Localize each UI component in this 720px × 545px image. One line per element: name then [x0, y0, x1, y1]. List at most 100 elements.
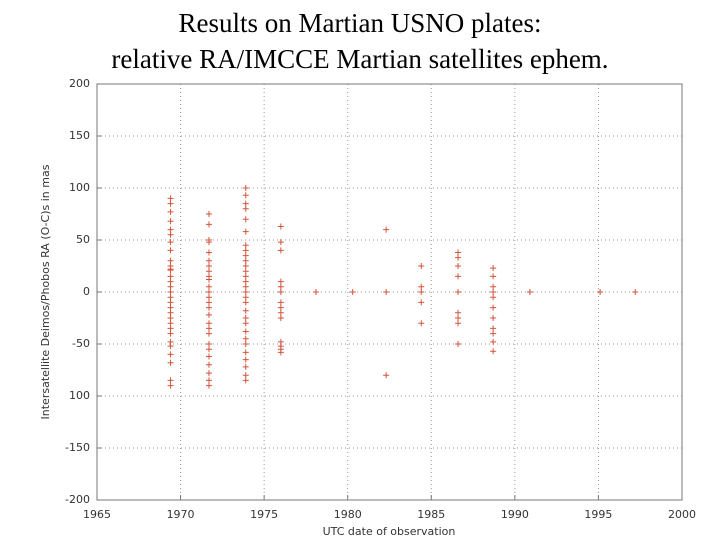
data-point [242, 289, 249, 295]
data-point [205, 294, 212, 301]
data-point [167, 200, 174, 207]
x-tick-label: 1965 [83, 508, 111, 521]
data-point [490, 348, 497, 355]
data-point [242, 216, 249, 223]
data-point [167, 359, 174, 366]
data-point [242, 328, 249, 335]
data-point [490, 330, 497, 337]
data-point [167, 247, 174, 254]
data-point [167, 195, 174, 202]
data-point [455, 254, 462, 261]
data-point [167, 299, 174, 306]
data-point [205, 289, 212, 295]
data-point [242, 377, 249, 384]
x-tick-label: 2000 [668, 508, 696, 521]
data-point [242, 356, 249, 363]
data-point [242, 372, 249, 379]
data-point [242, 278, 249, 285]
data-point [167, 377, 174, 384]
data-point [167, 320, 174, 327]
data-point [312, 289, 319, 295]
data-point [205, 299, 212, 306]
chart-subtitle: relative RA/IMCCE Martian satellites eph… [111, 44, 608, 74]
data-point [418, 263, 425, 269]
data-point [242, 349, 249, 356]
data-point [205, 370, 212, 377]
data-point [167, 351, 174, 358]
data-point [242, 268, 249, 275]
x-tick-label: 1995 [584, 508, 612, 521]
data-point [490, 315, 497, 321]
data-point [242, 315, 249, 321]
data-point [167, 218, 174, 225]
data-point [167, 382, 174, 389]
data-point [490, 283, 497, 290]
data-point [167, 267, 174, 274]
y-axis-label: Intersatellite Deimos/Phobos RA (O-C)s i… [39, 164, 52, 419]
data-point [455, 249, 462, 256]
data-point [242, 205, 249, 212]
data-point [205, 249, 212, 256]
data-point [167, 289, 174, 295]
data-point [205, 268, 212, 275]
data-point [242, 185, 249, 191]
data-point [242, 335, 249, 342]
x-tick-label: 1975 [250, 508, 278, 521]
data-point [167, 231, 174, 238]
x-tick-label: 1980 [334, 508, 362, 521]
data-point [242, 263, 249, 269]
data-point [167, 257, 174, 264]
data-point [205, 353, 212, 360]
data-point [167, 278, 174, 285]
data-point [455, 309, 462, 316]
data-point [277, 299, 284, 306]
data-point [205, 239, 212, 246]
data-point [242, 307, 249, 314]
data-point [242, 341, 249, 347]
data-point [490, 265, 497, 272]
data-point [205, 211, 212, 217]
data-point [242, 228, 249, 235]
data-point [242, 299, 249, 306]
data-point [205, 330, 212, 337]
data-point [242, 247, 249, 254]
data-point [242, 252, 249, 259]
data-point [418, 289, 425, 295]
data-point [490, 304, 497, 311]
data-point [455, 273, 462, 280]
data-point [383, 372, 390, 379]
data-point [277, 283, 284, 290]
data-point [205, 325, 212, 332]
data-point [277, 304, 284, 311]
data-point [167, 283, 174, 290]
data-point [205, 263, 212, 269]
data-point [455, 289, 462, 295]
data-point [205, 276, 212, 283]
y-tick-label: -150 [65, 441, 90, 454]
data-point [242, 363, 249, 370]
data-point [242, 257, 249, 264]
data-point [490, 294, 497, 301]
data-point [242, 242, 249, 249]
data-point [205, 304, 212, 311]
y-tick-label: 50 [76, 233, 90, 246]
chart-title: Results on Martian USNO plates: [179, 8, 542, 38]
y-tick-label: 200 [69, 77, 90, 90]
data-point [167, 208, 174, 215]
data-point [632, 289, 639, 295]
data-point [455, 263, 462, 269]
x-tick-label: 1970 [167, 508, 195, 521]
data-point [205, 341, 212, 347]
data-point [383, 289, 390, 295]
data-point [167, 343, 174, 350]
data-point [490, 325, 497, 332]
data-point [277, 315, 284, 321]
data-point [277, 289, 284, 295]
plot-frame [96, 83, 683, 501]
data-point [167, 294, 174, 301]
data-point [277, 239, 284, 246]
y-tick-label: 150 [69, 129, 90, 142]
data-point [205, 346, 212, 353]
y-tick-label: 100 [69, 389, 90, 402]
